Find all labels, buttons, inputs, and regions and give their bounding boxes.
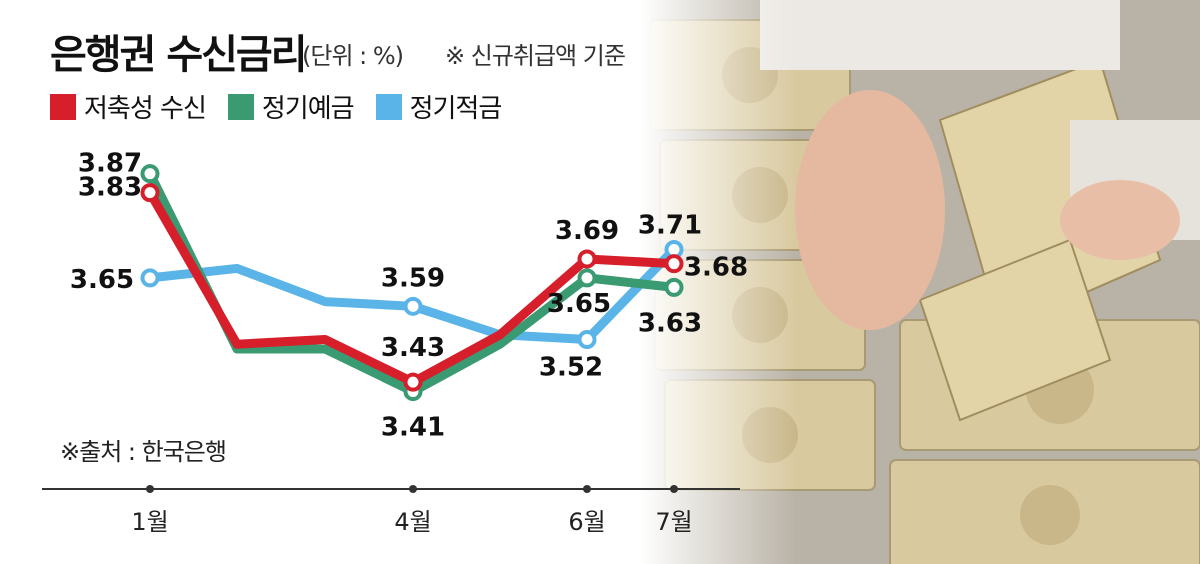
x-axis: 1월 4월 6월 7월 (42, 485, 740, 536)
data-label-savings-6: 3.68 (684, 253, 748, 283)
data-label-deposit-3: 3.41 (381, 413, 445, 443)
legend-item-deposit: 정기예금 (227, 88, 355, 125)
data-label-deposit-5: 3.65 (547, 289, 611, 319)
point-installment-3 (403, 296, 423, 316)
point-savings-0 (140, 183, 160, 203)
legend-swatch-installment (375, 93, 402, 120)
data-label-installment-0: 3.65 (70, 265, 134, 295)
banknotes-photo (640, 0, 1200, 564)
x-tick-label-3: 4월 (394, 508, 431, 536)
legend-swatch-deposit (227, 93, 254, 120)
point-savings-5 (577, 249, 597, 269)
data-label-deposit-0: 3.87 (78, 149, 142, 179)
data-label-savings-3: 3.43 (381, 333, 445, 363)
point-savings-6 (664, 254, 684, 274)
x-tick-label-0: 1월 (131, 508, 168, 536)
x-tick-6 (670, 485, 678, 493)
point-savings-3 (403, 372, 423, 392)
legend-label-deposit: 정기예금 (261, 94, 355, 124)
source-note: ※출처 : 한국은행 (60, 438, 227, 466)
legend: 저축성 수신 정기예금 정기적금 (50, 88, 503, 125)
legend-item-savings: 저축성 수신 (50, 88, 207, 125)
data-label-installment-5: 3.52 (539, 352, 603, 382)
data-label-savings-5: 3.69 (555, 216, 619, 246)
x-tick-label-6: 7월 (655, 508, 692, 536)
x-tick-label-5: 6월 (568, 508, 605, 536)
unit-label: (단위 : %) (302, 42, 404, 70)
data-label-installment-3: 3.59 (381, 263, 445, 293)
legend-label-savings: 저축성 수신 (84, 94, 207, 124)
x-tick-5 (583, 485, 591, 493)
x-tick-0 (146, 485, 154, 493)
x-tick-3 (409, 485, 417, 493)
legend-swatch-savings (50, 93, 76, 120)
legend-label-installment: 정기적금 (409, 94, 503, 124)
data-label-deposit-6: 3.63 (638, 308, 702, 338)
point-installment-0 (140, 268, 160, 288)
point-deposit-5 (577, 268, 597, 288)
series-layer: 3.65 3.59 3.52 3.71 3.87 3.41 3.65 3.63 3.83 3.43… (70, 149, 748, 443)
point-deposit-0 (140, 164, 160, 184)
legend-item-installment: 정기적금 (375, 88, 503, 125)
point-deposit-6 (664, 277, 684, 297)
data-label-installment-6: 3.71 (638, 210, 702, 240)
basis-note: ※ 신규취급액 기준 (445, 42, 626, 70)
point-installment-5 (577, 329, 597, 349)
data-label-savings-0: 3.83 (78, 173, 142, 203)
chart-title: 은행권 수신금리 (50, 32, 308, 78)
